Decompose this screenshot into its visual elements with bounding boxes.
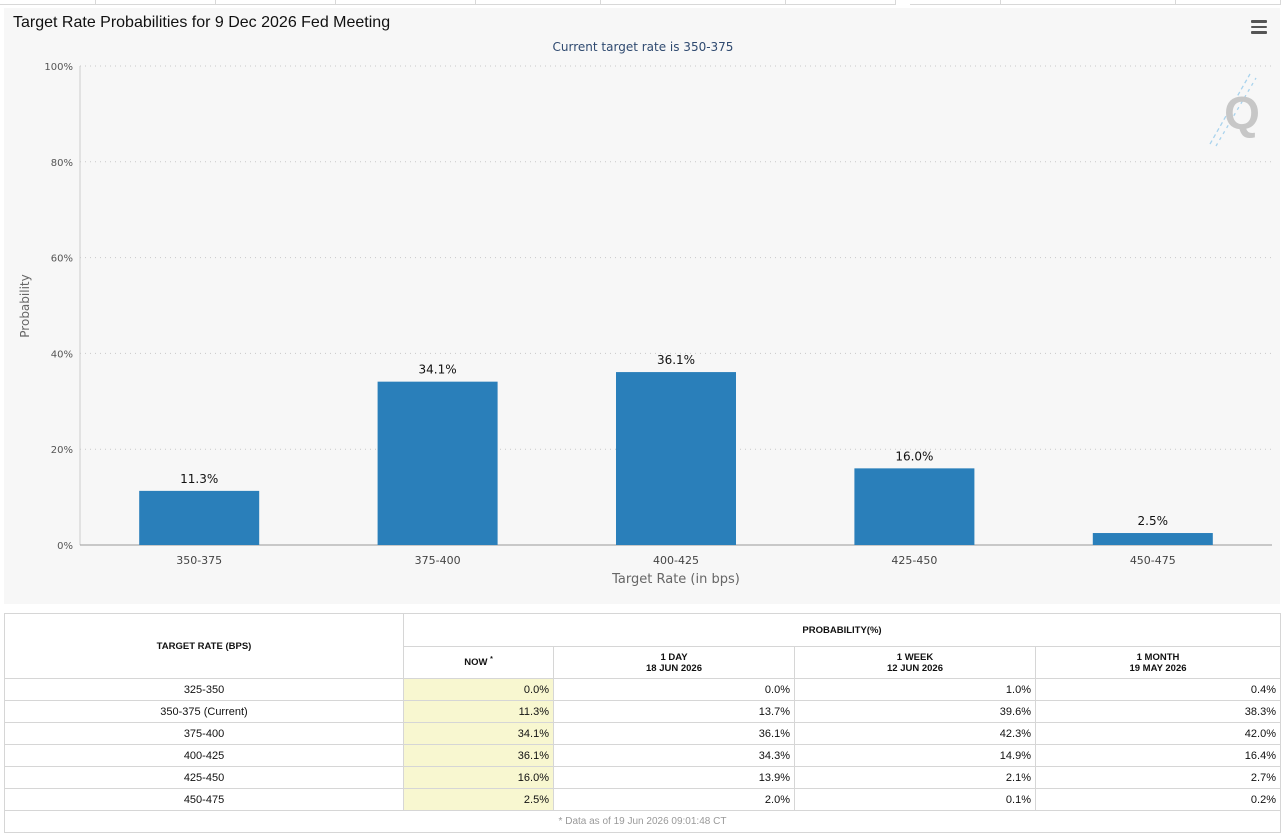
cell-month: 2.7% — [1035, 766, 1281, 789]
probability-table: TARGET RATE (BPS) PROBABILITY(%) NOW * 1… — [4, 613, 1281, 833]
data-label: 16.0% — [895, 449, 933, 463]
cell-week: 42.3% — [794, 722, 1036, 745]
table-row: 325-350 0.0% 0.0% 1.0% 0.4% — [4, 678, 1281, 701]
header-1-week: 1 WEEK 12 JUN 2026 — [794, 646, 1036, 679]
data-label: 2.5% — [1138, 514, 1169, 528]
bar[interactable] — [616, 372, 736, 545]
chart-title: Target Rate Probabilities for 9 Dec 2026… — [13, 14, 391, 31]
bar[interactable] — [139, 490, 260, 545]
chart-panel: Target Rate Probabilities for 9 Dec 2026… — [4, 8, 1280, 604]
data-label: 11.3% — [180, 472, 218, 486]
cell-week: 39.6% — [794, 700, 1036, 723]
bar[interactable] — [854, 468, 975, 545]
cell-day: 0.0% — [553, 678, 795, 701]
cell-week: 14.9% — [794, 744, 1036, 767]
quikstrike-logo: Q — [1209, 73, 1260, 147]
cell-week: 0.1% — [794, 788, 1036, 811]
y-tick-label: 0% — [57, 541, 73, 552]
cell-day: 34.3% — [553, 744, 795, 767]
table-row: 375-400 34.1% 36.1% 42.3% 42.0% — [4, 722, 1281, 745]
bar[interactable] — [1092, 533, 1213, 545]
cell-rate: 400-425 — [4, 744, 404, 767]
header-now: NOW * — [403, 646, 554, 679]
cell-rate: 375-400 — [4, 722, 404, 745]
cell-month: 0.4% — [1035, 678, 1281, 701]
cell-week: 2.1% — [794, 766, 1036, 789]
x-tick-label: 425-450 — [891, 554, 937, 567]
table-row: 350-375 (Current) 11.3% 13.7% 39.6% 38.3% — [4, 700, 1281, 723]
cell-day: 36.1% — [553, 722, 795, 745]
x-tick-label: 400-425 — [653, 554, 699, 567]
cell-now: 34.1% — [403, 722, 554, 745]
cell-day: 13.9% — [553, 766, 795, 789]
x-tick-labels: 350-375 375-400 400-425 425-450 450-475 — [176, 554, 1176, 567]
header-1-day: 1 DAY 18 JUN 2026 — [553, 646, 795, 679]
cell-month: 16.4% — [1035, 744, 1281, 767]
cell-day: 2.0% — [553, 788, 795, 811]
top-tab-strip — [0, 0, 1282, 6]
cell-now: 2.5% — [403, 788, 554, 811]
y-tick-label: 40% — [51, 349, 73, 360]
header-1-month: 1 MONTH 19 MAY 2026 — [1035, 646, 1281, 679]
x-tick-label: 450-475 — [1130, 554, 1176, 567]
svg-text:Q: Q — [1224, 87, 1260, 139]
cell-now: 11.3% — [403, 700, 554, 723]
hamburger-menu-icon[interactable] — [1251, 20, 1267, 34]
probability-bar-chart: Current target rate is 350-375 0% 20% 40% 6… — [18, 40, 1272, 587]
cell-now: 16.0% — [403, 766, 554, 789]
table-row: 425-450 16.0% 13.9% 2.1% 2.7% — [4, 766, 1281, 789]
bars — [139, 372, 1213, 545]
x-axis-label: Target Rate (in bps) — [611, 572, 740, 587]
data-timestamp-note: * Data as of 19 Jun 2026 09:01:48 CT — [4, 810, 1281, 833]
data-label: 36.1% — [657, 353, 695, 367]
bar[interactable] — [377, 381, 498, 545]
data-label: 34.1% — [419, 363, 457, 377]
cell-now: 36.1% — [403, 744, 554, 767]
x-tick-label: 375-400 — [415, 554, 461, 567]
y-axis-label: Probability — [18, 274, 32, 337]
cell-month: 38.3% — [1035, 700, 1281, 723]
table-row: 450-475 2.5% 2.0% 0.1% 0.2% — [4, 788, 1281, 811]
y-tick-labels: 0% 20% 40% 60% 80% 100% — [44, 62, 73, 552]
data-labels: 11.3% 34.1% 36.1% 16.0% 2.5% — [180, 353, 1168, 528]
cell-rate: 450-475 — [4, 788, 404, 811]
header-target-rate: TARGET RATE (BPS) — [4, 613, 404, 679]
cell-now: 0.0% — [403, 678, 554, 701]
cell-rate: 350-375 (Current) — [4, 700, 404, 723]
cell-rate: 425-450 — [4, 766, 404, 789]
cell-month: 42.0% — [1035, 722, 1281, 745]
cell-month: 0.2% — [1035, 788, 1281, 811]
x-tick-label: 350-375 — [176, 554, 222, 567]
cell-week: 1.0% — [794, 678, 1036, 701]
y-tick-label: 100% — [44, 62, 73, 73]
cell-day: 13.7% — [553, 700, 795, 723]
cell-rate: 325-350 — [4, 678, 404, 701]
y-tick-label: 20% — [51, 445, 73, 456]
header-probability: PROBABILITY(%) — [403, 613, 1281, 647]
table-row: 400-425 36.1% 34.3% 14.9% 16.4% — [4, 744, 1281, 767]
chart-subtitle: Current target rate is 350-375 — [553, 40, 734, 54]
y-tick-label: 60% — [51, 254, 73, 265]
y-tick-label: 80% — [51, 158, 73, 169]
